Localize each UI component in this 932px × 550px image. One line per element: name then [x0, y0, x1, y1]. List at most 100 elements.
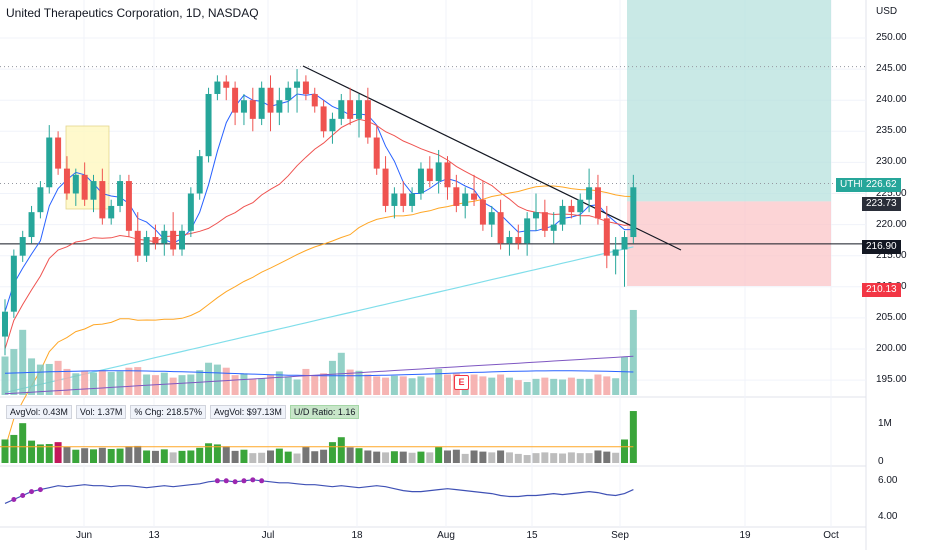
volume-average-line — [4, 370, 634, 377]
rs-tick-label: 4.00 — [878, 511, 898, 522]
volume-bar — [488, 377, 496, 395]
rs-line — [4, 479, 634, 504]
candle-body — [125, 181, 132, 231]
volume-histogram-bar — [550, 453, 558, 463]
volume-histogram-bar — [559, 453, 567, 463]
candle-body — [577, 199, 584, 213]
volume-histogram-bar — [72, 449, 80, 463]
volume-histogram-bar — [28, 440, 36, 463]
volume-bar — [284, 376, 292, 395]
rs-marker — [20, 493, 26, 499]
candle-body — [329, 118, 336, 132]
volume-histogram-bar — [461, 453, 469, 463]
volume-bar — [45, 363, 53, 395]
volume-histogram-bar — [328, 442, 336, 463]
volume-bar — [267, 374, 274, 395]
candle-body — [108, 205, 115, 219]
avg-vol-label: AvgVol: 0.43M — [6, 405, 72, 419]
volume-bar — [213, 364, 221, 395]
volume-histogram-bar — [10, 434, 18, 463]
price-tick-label: 245.00 — [876, 63, 907, 75]
candle-body — [400, 193, 407, 206]
candle-body — [453, 187, 460, 206]
candle-body — [99, 181, 106, 219]
volume-histogram-bar — [160, 449, 168, 463]
candle-body — [240, 100, 247, 113]
candle-body — [117, 181, 124, 206]
ud-ratio-label: U/D Ratio: 1.16 — [289, 405, 360, 419]
volume-histogram-bar — [267, 450, 274, 463]
stop-price-tag: 210.13 — [862, 283, 901, 297]
candle-body — [63, 168, 70, 194]
candle-body — [81, 174, 88, 200]
candle-body — [568, 205, 575, 213]
volume-histogram-bar — [364, 450, 372, 463]
candle-body — [276, 100, 283, 113]
candle-body — [302, 81, 309, 94]
volume-bar — [1, 356, 9, 395]
volume-histogram-bar — [497, 450, 505, 463]
candle-body — [426, 168, 433, 182]
volume-histogram-bar — [249, 453, 257, 463]
candle-body — [294, 81, 301, 88]
volume-bar — [19, 329, 27, 395]
currency-label: USD — [876, 6, 898, 17]
candle-body — [90, 181, 97, 200]
volume-histogram-bar — [107, 448, 115, 463]
volume-bar — [505, 377, 513, 395]
price-tick-label: 250.00 — [876, 32, 907, 43]
volume-histogram-bar — [1, 439, 9, 463]
volume-bar — [355, 370, 363, 395]
volume-histogram-bar — [390, 451, 398, 463]
candle-body — [462, 193, 469, 206]
price-tick-label: 215.00 — [876, 249, 907, 261]
volume-bar — [364, 374, 372, 395]
volume-bar — [576, 378, 584, 395]
earnings-marker-icon[interactable]: E — [454, 375, 469, 390]
rs-marker — [259, 478, 265, 484]
volume-histogram-bar — [63, 447, 71, 463]
volume-histogram-bar — [576, 453, 584, 463]
volume-histogram-bar — [399, 451, 407, 463]
volume-histogram-bar — [205, 443, 213, 463]
volume-bar — [72, 373, 80, 395]
candle-body — [347, 100, 354, 119]
rs-marker — [37, 487, 43, 493]
candle-body — [435, 162, 442, 182]
volume-bar — [134, 367, 142, 395]
chart-title: United Therapeutics Corporation, 1D, NAS… — [6, 6, 259, 20]
candle-body — [134, 230, 141, 256]
volume-histogram-bar — [426, 452, 434, 463]
price-tick-label: 225.00 — [876, 187, 907, 199]
volume-histogram-bar — [45, 444, 53, 463]
candle-body — [444, 162, 451, 188]
price-tick-label: 235.00 — [876, 125, 907, 137]
rs-marker — [214, 478, 220, 484]
volume-histogram-bar — [240, 449, 248, 463]
volume-bar — [479, 376, 487, 395]
volume-bar — [90, 372, 97, 395]
pct-change-label: % Chg: 218.57% — [130, 405, 206, 419]
volume-bar — [541, 377, 549, 395]
rs-marker — [223, 478, 229, 484]
vol-label: Vol: 1.37M — [75, 405, 127, 419]
volume-histogram-bar — [302, 447, 310, 463]
candle-body — [223, 81, 230, 88]
volume-histogram-bar — [54, 442, 62, 463]
candle-body — [559, 205, 566, 225]
candle-body — [417, 168, 424, 194]
volume-histogram-bar — [337, 437, 345, 463]
candle-body — [471, 193, 478, 200]
volume-bar — [621, 356, 628, 395]
volume-bar — [302, 368, 310, 395]
volume-bar — [293, 379, 301, 395]
candle-body — [497, 212, 504, 244]
volume-bar — [470, 374, 478, 395]
trendline — [302, 65, 682, 251]
candle-body — [550, 224, 557, 231]
candle-body — [161, 230, 168, 244]
candle-body — [603, 218, 610, 256]
candle-body — [621, 237, 628, 250]
